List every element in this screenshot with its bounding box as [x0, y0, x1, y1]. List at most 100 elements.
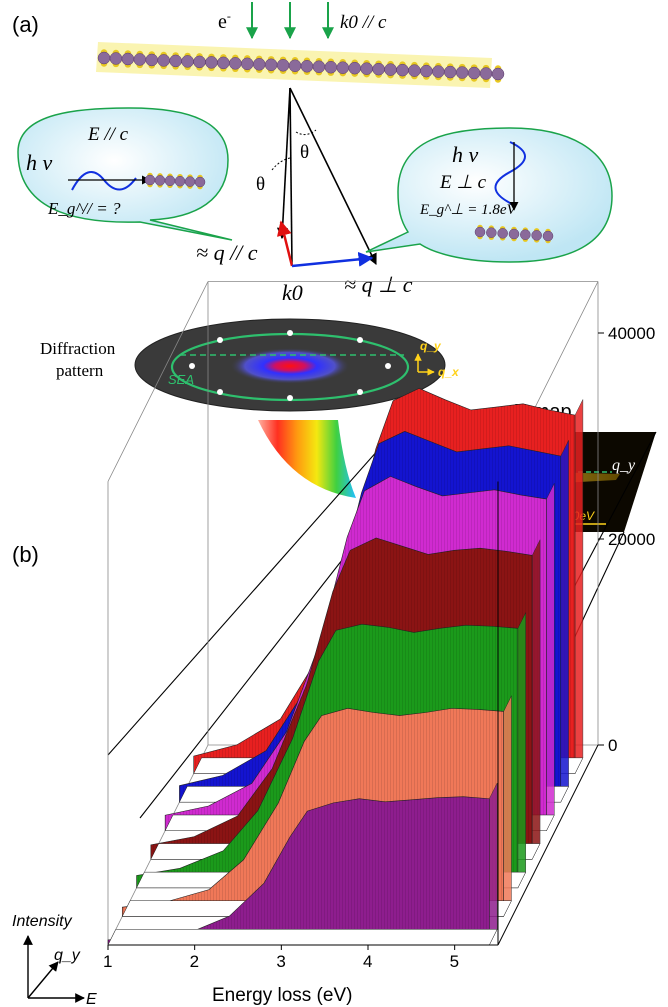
metal-atom — [181, 55, 194, 68]
right-e-perp-c: E ⊥ c — [439, 172, 487, 193]
diffraction-label-1: Diffraction — [40, 339, 116, 358]
intensity-3d-chart: 0 20000 40000 1 2 3 4 5 — [103, 281, 655, 971]
metal-atom — [145, 53, 159, 67]
chart-series-side — [560, 440, 569, 803]
left-e-parallel-c: E // c — [87, 124, 129, 145]
metal-atom — [474, 226, 486, 238]
chart-series-side — [531, 539, 541, 860]
metal-atom — [324, 60, 338, 74]
chart-series-side — [489, 782, 498, 946]
metal-atom — [157, 54, 170, 67]
metal-atom — [432, 65, 445, 78]
metal-atom — [276, 59, 290, 72]
chart-frame-line — [107, 281, 209, 482]
right-hv: h ν — [452, 142, 479, 167]
x-tick-label: 5 — [450, 952, 459, 971]
orientation-triad — [23, 935, 85, 1003]
incident-beam — [246, 2, 334, 40]
crystal-layer-top — [96, 42, 505, 88]
k0-label: k0 — [282, 280, 303, 305]
chart-series-area — [107, 782, 498, 946]
metal-atom — [531, 230, 542, 241]
metal-atom — [229, 57, 242, 70]
metal-atom — [252, 58, 266, 71]
right-eg-perp: E_g^⊥ = 1.8eV — [419, 202, 518, 218]
metal-atom — [144, 174, 156, 186]
metal-atom — [164, 175, 176, 187]
metal-atom — [491, 67, 505, 81]
chart-series-side — [517, 612, 527, 888]
metal-atom — [508, 228, 520, 240]
metal-atom — [520, 229, 531, 240]
z-tick-label: 20000 — [608, 530, 655, 549]
left-bubble — [17, 107, 233, 241]
theta-left: θ — [256, 174, 265, 195]
triad-qy: q_y — [54, 947, 81, 964]
x-tick-label: 2 — [190, 952, 199, 971]
metal-atom — [336, 61, 350, 74]
chart-series-side — [574, 399, 584, 774]
panel-b-label: (b) — [12, 542, 39, 567]
metal-atom — [174, 175, 186, 187]
triad-e: E — [86, 991, 97, 1007]
panel-a-label: (a) — [12, 12, 39, 37]
x-tick-label: 1 — [103, 952, 112, 971]
metal-atom — [97, 51, 111, 65]
triad-intensity: Intensity — [12, 913, 73, 930]
metal-atom — [154, 175, 166, 186]
metal-atom — [420, 64, 433, 78]
metal-atom — [264, 58, 278, 72]
metal-atom — [486, 227, 497, 238]
metal-atom — [312, 60, 326, 73]
metal-atom — [194, 176, 206, 188]
metal-atom — [384, 63, 397, 76]
chart-frame-line — [497, 744, 599, 946]
metal-atom — [241, 57, 254, 71]
diffraction-qx: q_x — [438, 365, 460, 379]
q-perp-c-label: ≈ q ⊥ c — [344, 272, 413, 297]
metal-atom — [443, 65, 457, 79]
x-tick-label: 4 — [363, 952, 372, 971]
metal-atom — [479, 67, 493, 80]
left-eg-parallel: E_g^// = ? — [47, 199, 121, 218]
metal-atom — [467, 66, 481, 80]
x-tick-label: 3 — [276, 952, 285, 971]
metal-atom — [169, 54, 182, 68]
metal-atom — [133, 53, 147, 66]
sea-label: SEA — [168, 372, 194, 387]
metal-atom — [121, 52, 135, 66]
k0-parallel-c-label: k0 // c — [340, 12, 387, 33]
metal-atom — [193, 55, 206, 69]
metal-atom — [109, 52, 123, 65]
chart-series-side — [503, 695, 512, 917]
z-tick-label: 40000 — [608, 324, 655, 343]
metal-atom — [372, 62, 385, 76]
electron-label: e- — [218, 9, 231, 33]
metal-atom — [348, 61, 361, 75]
left-hv: h ν — [26, 150, 53, 175]
metal-atom — [217, 56, 230, 70]
metal-atom — [360, 62, 373, 75]
metal-atom — [288, 59, 302, 73]
diffraction-pattern — [134, 318, 446, 412]
metal-atom — [205, 56, 218, 69]
metal-atom — [408, 64, 421, 77]
theta-top: θ — [300, 142, 309, 163]
metal-atom — [455, 66, 469, 79]
metal-atom — [184, 176, 196, 187]
scattering-geometry — [271, 87, 377, 268]
qe-map-qy: q_y — [612, 457, 636, 474]
metal-atom — [396, 63, 409, 77]
chart-series-base — [107, 929, 498, 946]
q-parallel-c-label: ≈ q // c — [196, 240, 258, 265]
x-axis-title: Energy loss (eV) — [212, 985, 352, 1006]
right-bubble — [365, 127, 613, 263]
metal-atom — [542, 230, 554, 242]
diffraction-label-2: pattern — [56, 361, 104, 380]
z-tick-label: 0 — [608, 736, 617, 755]
chart-series-side — [546, 483, 555, 831]
metal-atom — [497, 228, 508, 239]
spectrum-fan — [258, 420, 356, 498]
diffraction-qy: q_y — [420, 339, 442, 353]
metal-atom — [300, 59, 314, 73]
